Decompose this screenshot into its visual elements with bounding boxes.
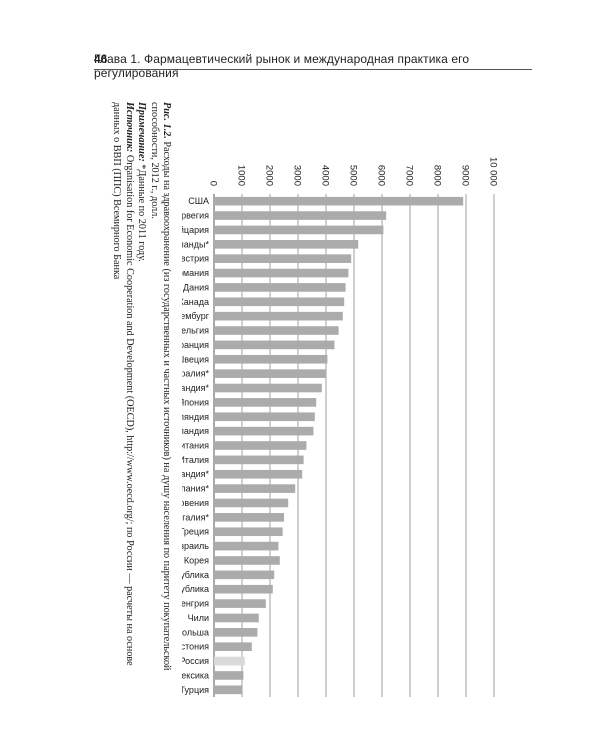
- bar: [213, 628, 258, 637]
- category-label: Люксембург: [182, 311, 210, 321]
- chapter-title: Глава 1. Фармацевтический рынок и междун…: [94, 52, 470, 80]
- bar: [213, 354, 328, 364]
- tick-label: 5000: [348, 165, 359, 186]
- bar: [214, 412, 315, 422]
- category-label: Австралия*: [182, 369, 209, 379]
- category-label: Ирландия*: [182, 383, 209, 393]
- bar: [214, 685, 242, 695]
- note-label: Примечание:: [136, 102, 148, 162]
- bar: [213, 656, 245, 666]
- tick-label: 9000: [460, 165, 471, 186]
- page-number: 46: [94, 52, 108, 66]
- tick-label: 2000: [264, 165, 275, 186]
- tick-label: 8000: [432, 165, 443, 186]
- caption-label: Рис. 1.2.: [161, 102, 172, 139]
- category-label: Турция: [182, 685, 209, 695]
- category-label: Португалия*: [182, 512, 209, 522]
- bar: [214, 383, 322, 393]
- header-rule: [94, 69, 532, 70]
- category-label: Чешская Республика: [182, 584, 209, 594]
- category-label: Корея: [184, 555, 209, 565]
- tick-label: 1000: [236, 165, 247, 186]
- figure-caption: Рис. 1.2. Расходы на здравоохранение (из…: [110, 102, 172, 698]
- category-label: Мексика: [182, 670, 209, 680]
- tick-label: 10 000: [488, 157, 499, 186]
- category-label: Дания: [183, 282, 209, 292]
- tick-label: 7000: [404, 165, 415, 186]
- caption-text: Расходы на здравоохранение (из государст…: [148, 102, 172, 671]
- category-label: Австрия: [182, 254, 209, 264]
- bar-chart: 0 1000 2000 3000 4000 5000 6000 7000 8000 9000 10 …: [182, 157, 499, 697]
- bar: [213, 541, 279, 551]
- category-label: Новая Зеландия*: [182, 469, 209, 479]
- bar: [214, 599, 266, 608]
- category-label: Израиль: [182, 541, 209, 551]
- category-label: Россия: [182, 656, 209, 666]
- bar: [214, 613, 259, 623]
- figure: 0 1000 2000 3000 4000 5000 6000 7000 8000 9000 10 …: [92, 82, 502, 702]
- bar: [213, 441, 307, 450]
- category-label: Испания*: [182, 484, 209, 494]
- category-label: Эстония: [182, 642, 209, 652]
- source-label: Источник:: [123, 102, 135, 153]
- category-label: Чили: [188, 613, 209, 623]
- tick-label: 4000: [320, 165, 331, 186]
- category-label: Швеция: [182, 354, 209, 364]
- bar: [214, 469, 303, 479]
- category-label: Франция: [182, 340, 209, 350]
- bar: [214, 498, 289, 508]
- category-label: Великобритания: [182, 441, 209, 451]
- bar: [214, 556, 280, 565]
- category-label: Финляндия: [182, 412, 209, 422]
- category-label: Словацкая Республика: [182, 570, 209, 580]
- category-label: Польша: [182, 627, 209, 637]
- bar: [214, 584, 273, 594]
- bar: [214, 297, 345, 307]
- bar: [214, 268, 349, 278]
- category-label: Исландия: [182, 426, 209, 436]
- category-label: Нидерланды*: [182, 239, 209, 249]
- tick-label: 0: [208, 181, 219, 186]
- bar: [213, 570, 275, 580]
- bar: [213, 426, 314, 436]
- bar: [214, 196, 464, 206]
- bar: [214, 369, 326, 378]
- category-label: Греция: [182, 527, 209, 537]
- bar: [214, 527, 283, 537]
- category-label: Германия: [182, 268, 209, 278]
- bar: [214, 642, 252, 652]
- category-label: Венгрия: [182, 599, 209, 609]
- bar: [214, 239, 359, 249]
- category-label: США: [188, 196, 209, 206]
- bar: [214, 211, 387, 220]
- bar: [213, 340, 335, 350]
- category-label: Бельгия: [182, 326, 209, 336]
- bar: [214, 254, 352, 263]
- bar: [214, 513, 284, 522]
- tick-label: 3000: [292, 165, 303, 186]
- bar: [214, 225, 384, 235]
- source-text: Organisation for Economic Cooperation an…: [111, 102, 135, 666]
- bar: [214, 455, 304, 465]
- category-label: Канада: [182, 297, 209, 307]
- category-label: Словения: [182, 498, 209, 508]
- bar: [213, 671, 244, 680]
- note-text: *Данные по 2011 году.: [136, 164, 148, 262]
- category-label: Италия: [182, 455, 209, 465]
- tick-label: 6000: [376, 165, 387, 186]
- rotated-figure-region: 0 1000 2000 3000 4000 5000 6000 7000 8000 9000 10 …: [92, 82, 502, 702]
- bar: [214, 283, 346, 292]
- category-label: Норвегия: [182, 211, 209, 221]
- category-label: Япония: [182, 397, 209, 407]
- bar: [214, 311, 343, 321]
- bar: [214, 326, 339, 335]
- bar: [214, 484, 296, 493]
- category-label: Швейцария: [182, 225, 209, 235]
- bar: [214, 398, 317, 407]
